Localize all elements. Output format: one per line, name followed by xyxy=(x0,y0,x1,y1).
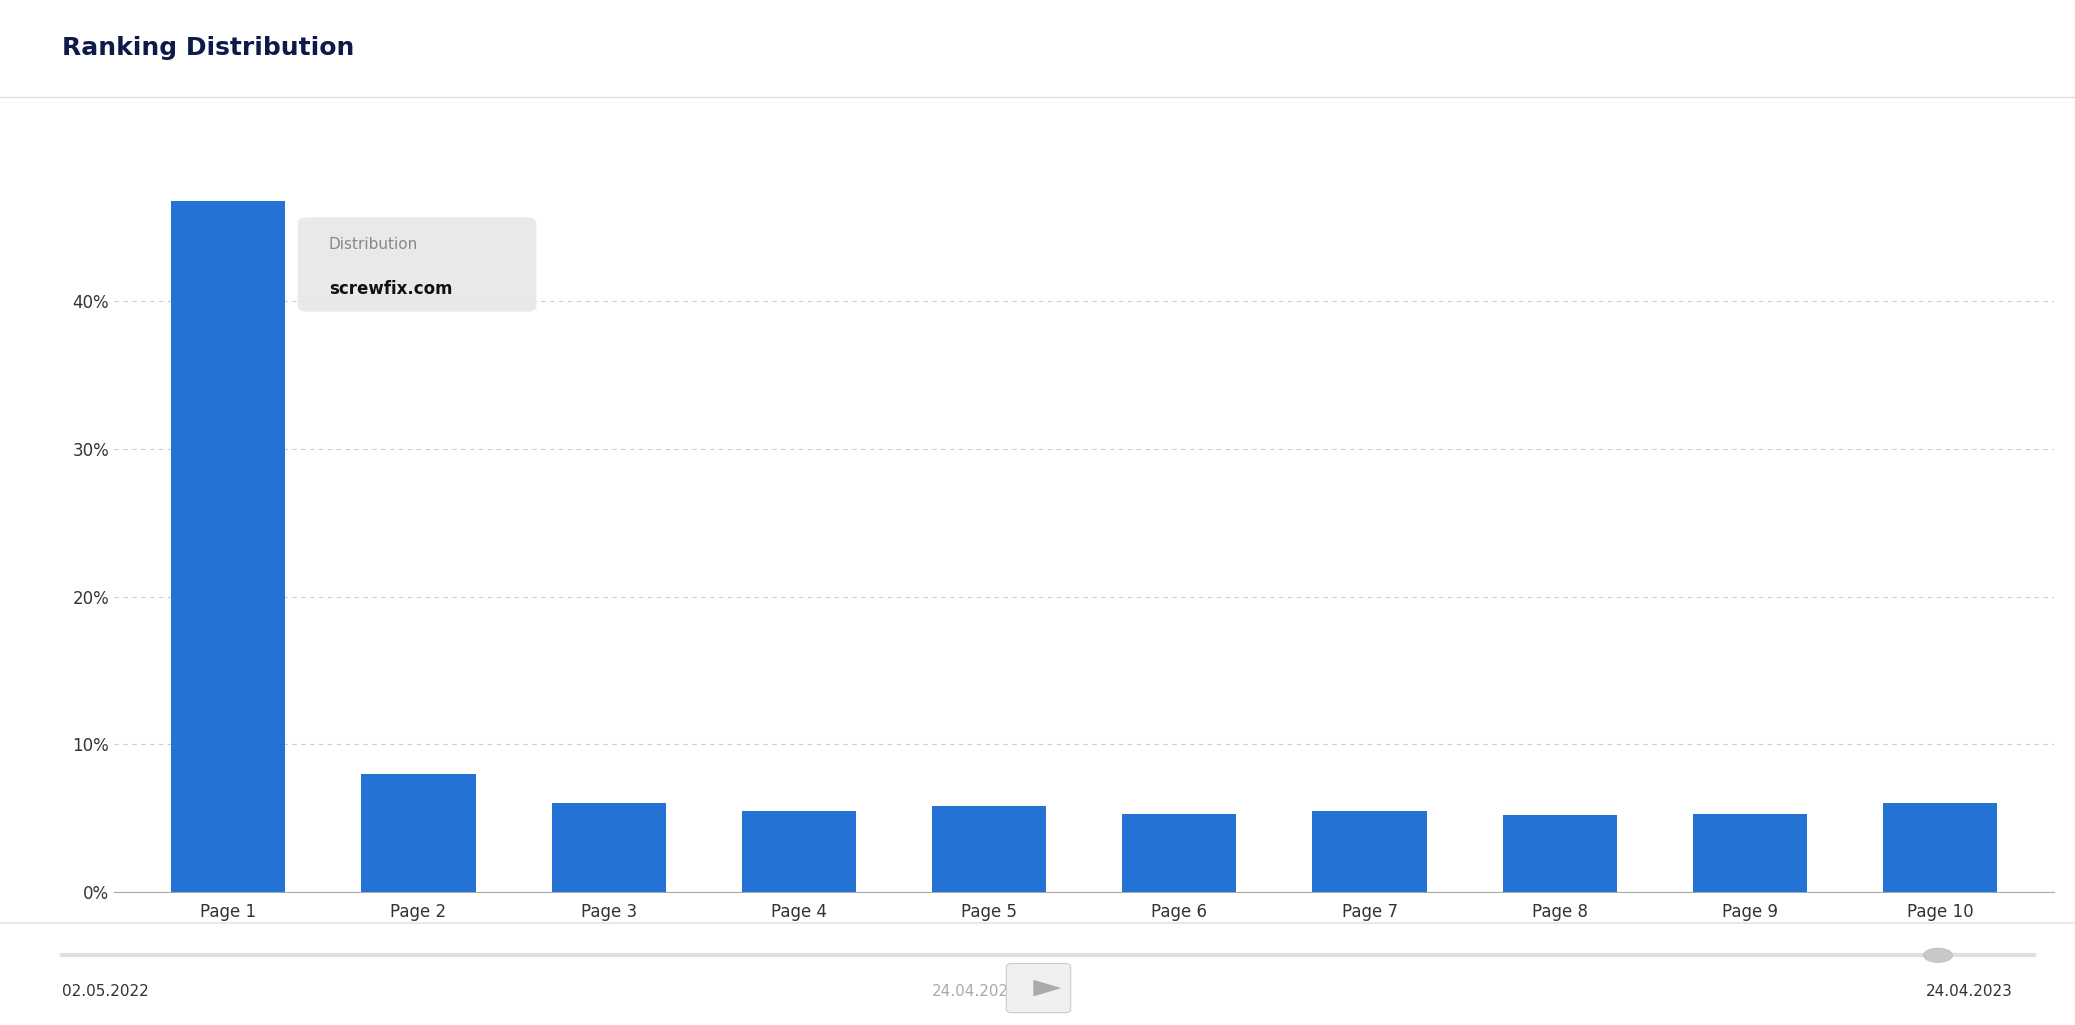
Text: 24.04.2023: 24.04.2023 xyxy=(932,984,1019,999)
Bar xyxy=(1884,804,1996,892)
Bar xyxy=(170,201,284,892)
Text: Ranking Distribution: Ranking Distribution xyxy=(62,36,355,59)
Bar xyxy=(743,811,857,892)
Bar xyxy=(932,806,1046,892)
Bar xyxy=(1693,814,1807,892)
Text: screwfix.com: screwfix.com xyxy=(328,280,452,298)
Bar xyxy=(552,804,666,892)
Bar xyxy=(1502,815,1616,892)
Bar xyxy=(361,774,475,892)
Text: 24.04.2023: 24.04.2023 xyxy=(1926,984,2013,999)
Text: Distribution: Distribution xyxy=(328,238,419,252)
Text: 02.05.2022: 02.05.2022 xyxy=(62,984,149,999)
Bar xyxy=(1313,811,1428,892)
Bar xyxy=(1123,814,1237,892)
